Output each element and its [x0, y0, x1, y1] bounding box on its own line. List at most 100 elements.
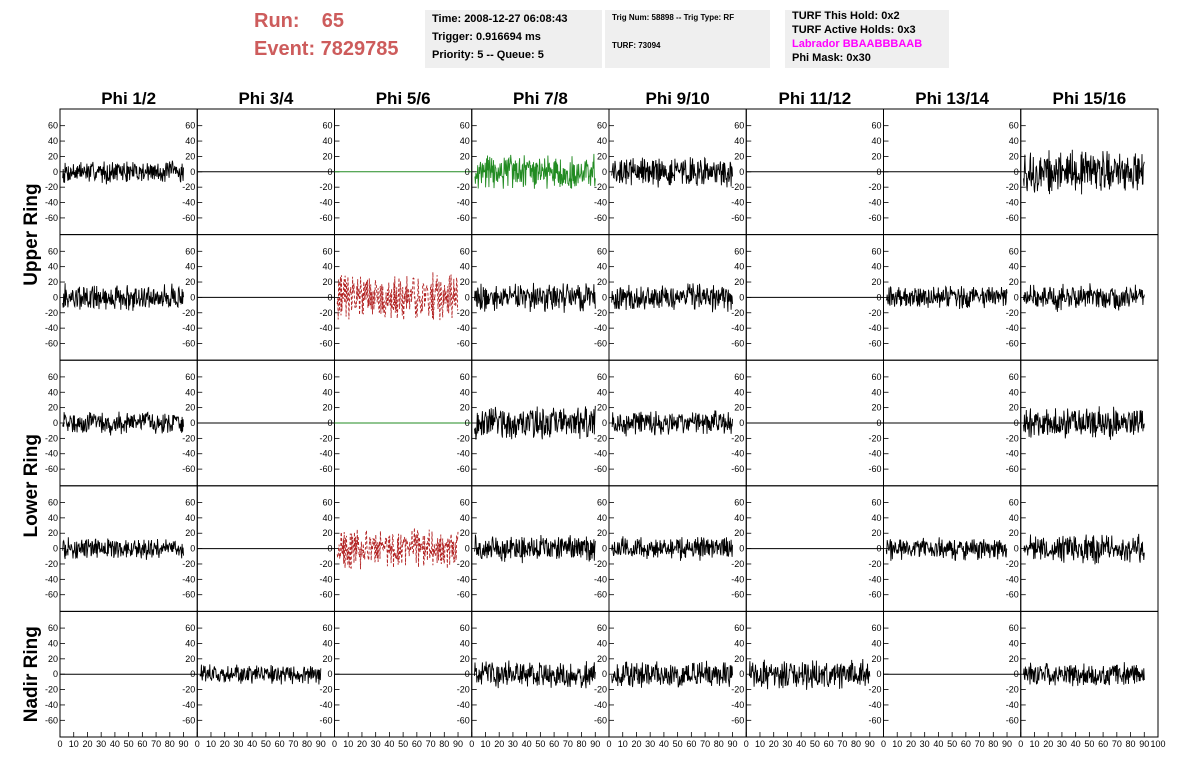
x-tick-label: 80 — [851, 739, 861, 749]
y-tick-label: 20 — [734, 277, 744, 287]
waveform-panel: -60 -40 -20 0 20 40 60 — [319, 359, 473, 487]
y-tick-label: 20 — [185, 403, 195, 413]
y-tick-label: -20 — [868, 433, 881, 443]
y-tick-label: 40 — [460, 136, 470, 146]
y-tick-label: -60 — [1006, 339, 1019, 349]
waveform-panel: -60 -40 -20 0 20 40 60 — [457, 610, 610, 738]
x-tick-label: 90 — [728, 739, 738, 749]
y-tick-label: 20 — [871, 277, 881, 287]
y-tick-label: -40 — [182, 700, 195, 710]
waveform-panel: -60 -40 -20 0 20 40 60 — [45, 108, 198, 236]
waveform-panel: -60 -40 -20 0 20 40 60 — [594, 108, 747, 236]
y-tick-label: 60 — [460, 121, 470, 131]
x-tick-label: 20 — [769, 739, 779, 749]
y-tick-label: -60 — [45, 213, 58, 223]
y-tick-label: 20 — [597, 277, 607, 287]
x-tick-label: 80 — [302, 739, 312, 749]
y-tick-label: -60 — [594, 464, 607, 474]
y-tick-label: -20 — [182, 559, 195, 569]
trig-num-text: Trig Num: 58898 -- Trig Type: RF — [612, 13, 735, 22]
x-tick-label: 40 — [247, 739, 257, 749]
y-tick-label: -60 — [868, 339, 881, 349]
y-tick-label: 20 — [185, 277, 195, 287]
x-tick-label: 30 — [96, 739, 106, 749]
x-tick-label: 80 — [1126, 739, 1136, 749]
trigger-info-pane: Trig Num: 58898 -- Trig Type: RF TURF: 7… — [605, 10, 770, 68]
y-tick-label: 40 — [597, 136, 607, 146]
y-tick-label: 20 — [460, 654, 470, 664]
y-tick-label: 0 — [53, 418, 58, 428]
x-tick-label: 30 — [371, 739, 381, 749]
x-tick-label: 40 — [1071, 739, 1081, 749]
waveform-panel: -60 -40 -20 0 20 40 60 — [319, 485, 473, 612]
x-tick-label: 80 — [439, 739, 449, 749]
y-tick-label: 20 — [185, 528, 195, 538]
x-tick-label: 70 — [563, 739, 573, 749]
x-tick-label: 40 — [384, 739, 394, 749]
y-tick-label: -20 — [731, 685, 744, 695]
waveform-trace — [611, 410, 733, 437]
x-tick-label: 20 — [1043, 739, 1053, 749]
y-tick-label: -60 — [45, 339, 58, 349]
y-tick-label: -40 — [45, 323, 58, 333]
waveform-trace — [611, 156, 733, 188]
y-tick-label: 40 — [185, 513, 195, 523]
y-tick-label: -20 — [731, 559, 744, 569]
y-tick-label: -60 — [319, 464, 332, 474]
time-info-pane: Time: 2008-12-27 06:08:43 Trigger: 0.916… — [425, 10, 602, 68]
column-title: Phi 7/8 — [513, 89, 568, 108]
y-tick-label: 0 — [327, 167, 332, 177]
y-tick-label: 40 — [322, 638, 332, 648]
y-tick-label: 60 — [460, 497, 470, 507]
y-tick-label: 0 — [190, 167, 195, 177]
y-tick-label: -20 — [594, 685, 607, 695]
y-tick-label: 0 — [739, 418, 744, 428]
x-tick-label: 40 — [659, 739, 669, 749]
y-tick-label: 20 — [734, 151, 744, 161]
x-tick-label: 50 — [535, 739, 545, 749]
y-tick-label: -20 — [457, 559, 470, 569]
y-tick-label: 40 — [1009, 262, 1019, 272]
y-tick-label: 0 — [190, 669, 195, 679]
x-tick-label: 10 — [618, 739, 628, 749]
y-tick-label: -40 — [457, 574, 470, 584]
event-number: Event: 7829785 — [254, 38, 399, 60]
y-tick-label: 20 — [734, 403, 744, 413]
waveform-trace — [336, 272, 459, 321]
y-tick-label: 0 — [876, 418, 881, 428]
y-tick-label: -60 — [182, 339, 195, 349]
y-tick-label: -60 — [731, 590, 744, 600]
x-tick-label: 90 — [453, 739, 463, 749]
y-tick-label: -60 — [868, 213, 881, 223]
waveform-panel: -60 -40 -20 0 20 40 60 — [868, 610, 1022, 738]
y-tick-label: 60 — [322, 623, 332, 633]
y-tick-label: -20 — [1006, 685, 1019, 695]
waveform-panel: -60 -40 -20 0 20 40 60 — [1006, 234, 1159, 361]
waveform-panel: -60 -40 -20 0 20 40 60 — [731, 485, 884, 612]
y-tick-label: 0 — [190, 292, 195, 302]
x-tick-label: 90 — [1002, 739, 1012, 749]
y-tick-label: -40 — [182, 449, 195, 459]
y-tick-label: -20 — [319, 559, 332, 569]
x-tick-label: 0 — [469, 739, 474, 749]
waveform-trace — [62, 411, 184, 436]
waveform-trace — [1023, 406, 1145, 440]
y-tick-label: 40 — [185, 136, 195, 146]
y-tick-label: 0 — [465, 167, 470, 177]
waveform-trace — [474, 660, 596, 689]
y-tick-label: 0 — [53, 544, 58, 554]
y-tick-label: 40 — [871, 387, 881, 397]
y-tick-label: 60 — [1009, 497, 1019, 507]
x-tick-label: 70 — [1112, 739, 1122, 749]
y-tick-label: -20 — [45, 685, 58, 695]
y-tick-label: 60 — [48, 246, 58, 256]
x-tick-label: 100 — [1150, 739, 1165, 749]
y-tick-label: 40 — [460, 513, 470, 523]
waveform-trace — [1023, 283, 1145, 312]
y-tick-label: -20 — [594, 433, 607, 443]
y-tick-label: -20 — [319, 308, 332, 318]
y-tick-label: 0 — [53, 669, 58, 679]
y-tick-label: -40 — [319, 449, 332, 459]
y-tick-label: -40 — [594, 198, 607, 208]
y-tick-label: -40 — [45, 449, 58, 459]
